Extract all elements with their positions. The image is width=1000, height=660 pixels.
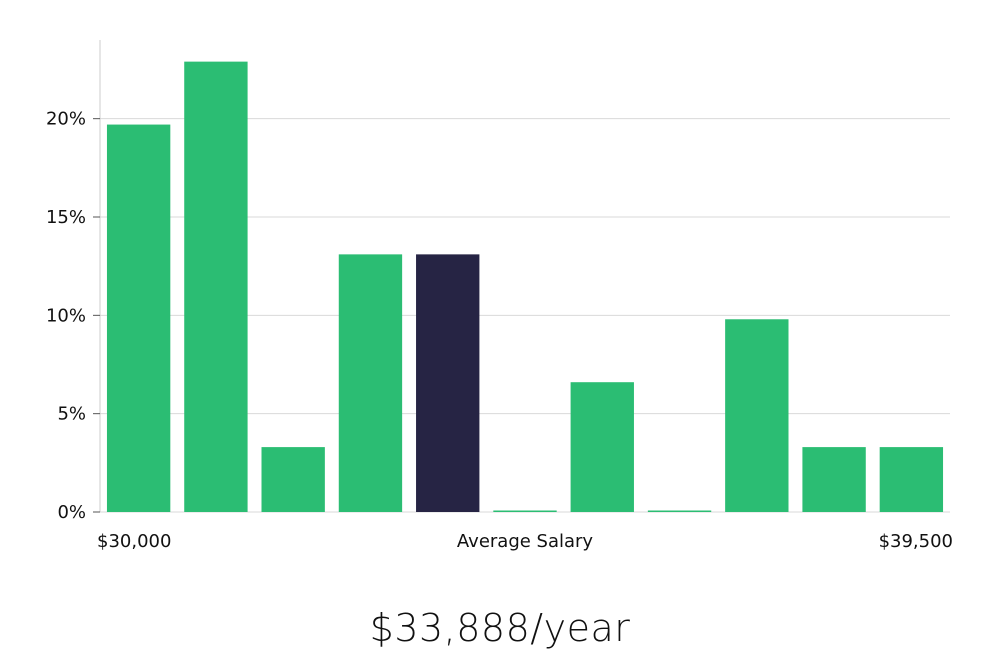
x-axis-min-label: $30,000 [97,531,171,552]
y-tick-label: 15% [46,207,86,228]
bar-highlighted [416,254,480,512]
y-tick-label: 0% [57,502,86,523]
y-axis-ticks: 0% 5% 10% 15% 20% [46,109,100,523]
bar [570,382,634,512]
salary-histogram: 0% 5% 10% 15% 20% $30,000 Average Salary $39… [46,40,953,552]
bar [261,447,325,512]
bar [802,447,866,512]
bar [106,124,171,513]
bar [338,254,403,512]
y-tick-label: 20% [46,109,86,130]
bar [647,510,712,512]
y-tick-label: 5% [57,404,86,425]
average-salary-value: $33,888/year [369,606,631,650]
bar [493,510,557,512]
bar [879,447,944,512]
bar [725,319,789,512]
y-tick-label: 10% [46,305,86,326]
bar [184,61,248,513]
bars [106,61,944,513]
x-axis-max-label: $39,500 [879,531,953,552]
x-axis-title: Average Salary [457,531,594,552]
